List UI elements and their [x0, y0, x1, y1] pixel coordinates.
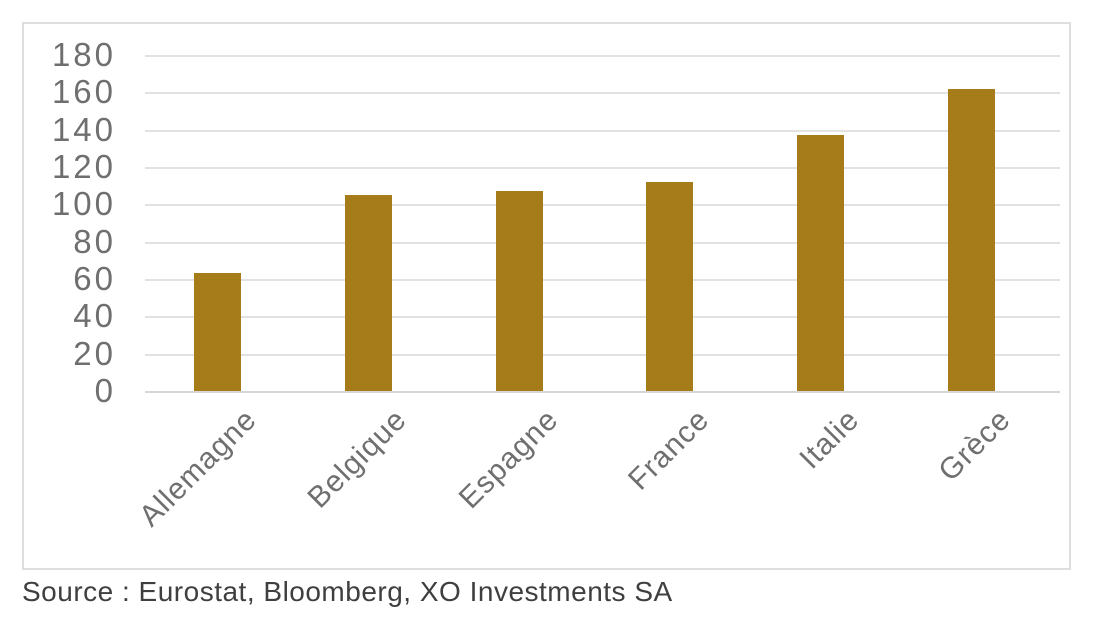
gridline: [145, 391, 1060, 393]
bar: [948, 88, 996, 391]
source-caption: Source : Eurostat, Bloomberg, XO Investm…: [22, 576, 673, 607]
bar: [495, 191, 543, 391]
gridline: [145, 167, 1060, 169]
y-axis-tick-label: 60: [73, 260, 116, 297]
x-axis-label: Italie: [793, 403, 867, 476]
gridline: [145, 55, 1060, 57]
y-axis-tick-label: 160: [51, 73, 116, 111]
y-axis-tick-label: 20: [73, 334, 116, 372]
x-axis-label: Espagne: [452, 403, 565, 516]
x-axis-label: France: [621, 403, 716, 497]
x-axis-label: Allemagne: [132, 403, 263, 533]
y-axis-tick-label: 40: [73, 297, 116, 335]
gridline: [145, 129, 1060, 132]
x-axis-label: Belgique: [302, 403, 414, 515]
y-axis-tick-label: 80: [73, 222, 116, 260]
bar-chart-frame: 180 160 140 120 100 80 60 40 20 0 Allemagne Belgiq…: [22, 22, 1071, 570]
bar: [344, 195, 392, 391]
plot-area: [145, 55, 1060, 393]
gridline: [145, 204, 1060, 207]
bar: [797, 135, 845, 391]
bar: [646, 181, 694, 391]
gridline: [145, 353, 1060, 356]
gridline: [145, 241, 1060, 244]
x-axis-label: Grèce: [932, 403, 1017, 488]
y-axis-tick-label: 120: [51, 148, 116, 185]
y-axis-tick-label: 140: [51, 110, 116, 148]
y-axis-tick-label: 0: [94, 372, 116, 409]
bar: [193, 273, 241, 391]
gridline: [145, 316, 1060, 319]
gridline: [145, 279, 1060, 281]
gridline: [145, 92, 1060, 95]
y-axis-tick-label: 180: [51, 36, 116, 73]
y-axis-tick-label: 100: [51, 185, 116, 223]
